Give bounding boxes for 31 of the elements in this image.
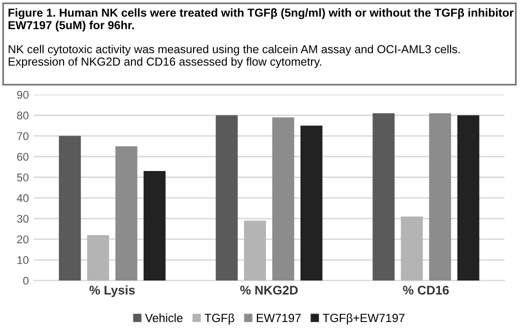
x-tick-label: % NKG2D — [240, 286, 298, 295]
y-tick-label: 30 — [17, 214, 29, 223]
bar — [457, 115, 480, 281]
y-tick-label: 80 — [17, 112, 29, 120]
legend-label: TGFβ — [204, 313, 234, 324]
x-tick-label: % CD16 — [403, 286, 449, 295]
x-tick-label: % Lysis — [90, 285, 135, 298]
bar — [400, 216, 423, 281]
y-tick-label: 60 — [17, 152, 29, 161]
y-tick-label: 20 — [17, 235, 29, 244]
y-tick-label: 90 — [17, 90, 29, 99]
bar — [115, 146, 138, 281]
bar — [372, 113, 395, 281]
y-tick-label: 50 — [17, 174, 29, 182]
chart-subtitle: NK cell cytotoxic activity was measured using the calcein AM assay and OCI-AML3 cells. Expression of NKG2D and CD16 assessed by flow cytometry. — [8, 44, 460, 68]
y-tick-label: 70 — [17, 132, 29, 140]
bar — [429, 113, 452, 281]
y-tick-label: 40 — [16, 194, 29, 202]
bar — [300, 126, 322, 281]
legend-label: TGFβ+EW7197 — [322, 313, 404, 324]
bar — [87, 235, 110, 281]
bar — [272, 117, 294, 281]
bar — [58, 136, 81, 281]
bar — [144, 171, 166, 281]
chart-title: Figure 1. Human NK cells were treated with TGFβ (5ng/ml) with or without the TGFβ inhibitor EW7197 (5uM) for 96hr. — [8, 8, 514, 32]
y-tick-label: 10 — [17, 256, 29, 264]
y-tick-label: 0 — [23, 276, 29, 285]
legend-label: Vehicle — [145, 313, 183, 322]
bar — [216, 115, 238, 281]
bar — [244, 220, 266, 281]
legend-label: EW7197 — [256, 314, 301, 322]
